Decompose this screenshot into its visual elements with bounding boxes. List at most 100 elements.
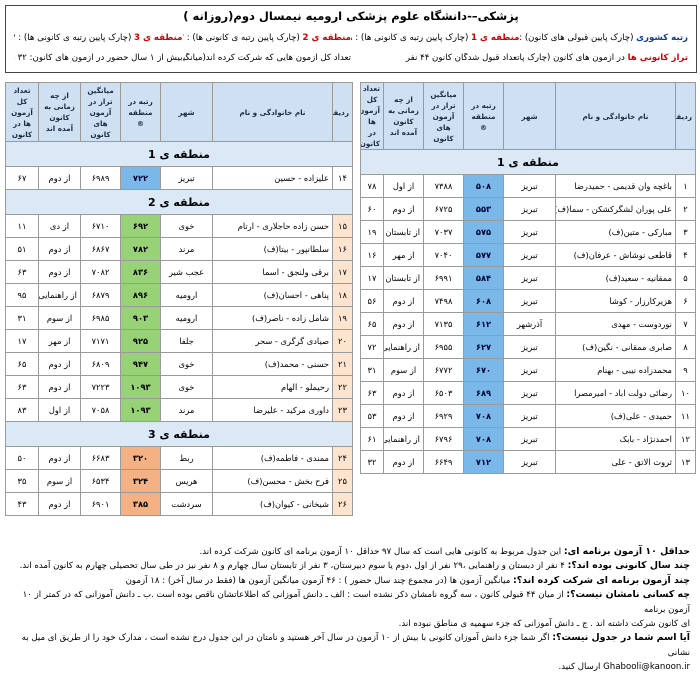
since-cell: از دوم — [383, 289, 424, 313]
table-row: ۸ صابری ممقانی - نگین(ف) تبریز ۶۲۷ ۶۹۵۵ از را… — [360, 335, 696, 359]
report-header: پزشکی–-دانشگاه علوم پزشکی ارومیه نیمسال … — [5, 5, 697, 73]
exam-count-cell: ۱۱ — [5, 214, 39, 238]
rank-cell: ۳۸۵ — [120, 492, 161, 516]
city-cell: تبریز — [503, 174, 556, 198]
city-cell: تبریز — [503, 404, 556, 428]
city-cell: خوی — [160, 352, 213, 376]
col-row-header: ردیف — [332, 82, 353, 142]
header-stats-row-1: رتبه کشوری (چارک پایین قبولی های کانون) … — [6, 28, 696, 48]
student-name-cell: نوردوست - مهدی — [555, 312, 676, 336]
student-name-cell: شیخانی - کیوان(ف) — [212, 492, 333, 516]
row-number-cell: ۱ — [675, 174, 696, 198]
table-row: ۱۵ حسن زاده حاجلاری - ارتام خوی ۶۹۲ ۶۷۱۰ از د… — [5, 214, 353, 238]
since-cell: از اول — [38, 398, 81, 422]
exam-count-cell: ۶۱ — [360, 427, 384, 451]
region3-stat: منطقه ی 3 (چارک پایین رتبه ی کانونی ها) … — [14, 33, 183, 43]
row-number-cell: ۱۳ — [675, 450, 696, 474]
table-row: ۱۰ رضائی دولت اباد - امیرمصرا تبریز ۶۸۹ ۶۵۰۳… — [360, 381, 696, 405]
row-number-cell: ۹ — [675, 358, 696, 382]
rank-cell: ۵۵۳ — [463, 197, 504, 221]
right-results-table: ردیف نام خانوادگی و نام شهر رتبه در منطق… — [360, 82, 696, 474]
student-name-cell: مبارکی - متین(ف) — [555, 220, 676, 244]
region-3-row: منطقه ی 3 — [5, 421, 353, 447]
rank-cell: ۵۷۵ — [463, 220, 504, 244]
since-cell: از سوم — [383, 358, 424, 382]
exam-count-cell: ۱۹ — [360, 220, 384, 244]
rank-cell: ۶۹۲ — [120, 214, 161, 238]
student-name-cell: حمیدی - علی(ف) — [555, 404, 676, 428]
note-line: چند آزمون برنامه ای شرکت کرده اند؟: میان… — [125, 574, 690, 586]
row-number-cell: ۲۴ — [332, 446, 353, 470]
avg-score-cell: ۶۹۲۹ — [423, 404, 464, 428]
table-row: ۱۲ احمدنژاد - بابک تبریز ۷۰۸ ۶۷۹۶ از راهنمایی… — [360, 427, 696, 451]
exam-count-cell: ۳۱ — [360, 358, 384, 382]
rank-cell: ۷۲۲ — [120, 166, 161, 190]
col-count-header: تعداد کل آزمون ها در کانون — [5, 82, 39, 142]
exam-count-cell: ۶۵ — [5, 352, 39, 376]
since-cell: از دوم — [383, 404, 424, 428]
since-cell: از دوم — [38, 446, 81, 470]
avg-score-cell: ۷۰۸۲ — [80, 260, 121, 284]
city-cell: مرند — [160, 237, 213, 261]
exam-count-cell: ۶۰ — [360, 197, 384, 221]
avg-score-cell: ۶۷۷۲ — [423, 358, 464, 382]
note-line: آیا اسم شما در جدول نیست؟: اگر شما جزء د… — [21, 632, 690, 658]
exam-count-cell: ۶۵ — [360, 312, 384, 336]
rank-cell: ۱۰۹۳ — [120, 375, 161, 399]
row-number-cell: ۴ — [675, 243, 696, 267]
city-cell: تبریز — [160, 166, 213, 190]
city-cell: تبریز — [503, 335, 556, 359]
multi-year-stat: بیش از ۱ سال حضور در آزمون های کانون: ۳۲… — [14, 53, 183, 63]
since-cell: از راهنمایی — [383, 335, 424, 359]
avg-score-cell: ۷۰۵۸ — [80, 398, 121, 422]
rank-cell: ۶۲۷ — [463, 335, 504, 359]
city-cell: تبریز — [503, 289, 556, 313]
exam-count-cell: ۳۲ — [360, 450, 384, 474]
row-number-cell: ۲۶ — [332, 492, 353, 516]
avg-score-cell: ۷۲۲۳ — [80, 375, 121, 399]
exam-count-cell: ۵۱ — [5, 237, 39, 261]
student-name-cell: قاطعی نوشاش - عرفان(ف) — [555, 243, 676, 267]
table-row: ۱۶ سلطانپور - بیتا(ف) مرند ۷۸۲ ۶۸۶۷ از دوم ۵۱ — [5, 237, 353, 261]
table-row: ۲۴ ممندی - فاطمه(ف) ربط ۳۲۰ ۶۶۸۳ از دوم ۵۰ — [5, 446, 353, 470]
row-number-cell: ۱۵ — [332, 214, 353, 238]
city-cell: خوی — [160, 375, 213, 399]
row-number-cell: ۷ — [675, 312, 696, 336]
col-count-header: تعداد کل آزمون ها در کانون — [360, 82, 384, 150]
note-line: حداقل ۱۰ آزمون برنامه ای: این جدول مربوط… — [199, 546, 690, 557]
city-cell: ربط — [160, 446, 213, 470]
col-avg-header: میانگین تراز در آزمون های کانون — [80, 82, 121, 142]
rank-cell: ۶۱۲ — [463, 312, 504, 336]
since-cell: از سوم — [38, 469, 81, 493]
avg-score-cell: ۶۷۱۰ — [80, 214, 121, 238]
region-1-label: منطقه ی 1 — [360, 149, 696, 175]
avg-score-cell: ۶۶۴۹ — [423, 450, 464, 474]
region2-stat: منطقه ی 2 (چارک پایین رتبه ی کانونی ها) … — [183, 33, 352, 43]
avg-score-cell: ۶۸۰۹ — [80, 352, 121, 376]
table-row: ۲۶ شیخانی - کیوان(ف) سردشت ۳۸۵ ۶۹۰۱ از دوم ۴۳ — [5, 492, 353, 516]
table-row: ۱ باغچه وان قدیمی - حمیدرضا تبریز ۵۰۸ ۷۳۸۸ از… — [360, 174, 696, 198]
col-name-header: نام خانوادگی و نام — [555, 82, 676, 150]
col-rank-header: رتبه در منطقه ® — [120, 82, 161, 142]
table-header-row: ردیف نام خانوادگی و نام شهر رتبه در منطق… — [360, 82, 696, 150]
city-cell: تبریز — [503, 197, 556, 221]
student-name-cell: هزیرکارزار - کوشا — [555, 289, 676, 313]
avg-score-cell: ۶۹۸۵ — [80, 306, 121, 330]
rank-cell: ۹۲۵ — [120, 329, 161, 353]
since-cell: از دوم — [38, 492, 81, 516]
since-cell: از راهنمایی — [38, 283, 81, 307]
avg-score-cell: ۷۰۳۷ — [423, 220, 464, 244]
row-number-cell: ۲ — [675, 197, 696, 221]
left-results-table: ردیف نام خانوادگی و نام شهر رتبه در منطق… — [5, 82, 353, 516]
student-name-cell: ممندی - فاطمه(ف) — [212, 446, 333, 470]
student-name-cell: ثروت الاتق - علی — [555, 450, 676, 474]
rank-cell: ۶۰۸ — [463, 289, 504, 313]
rank-cell: ۵۰۸ — [463, 174, 504, 198]
since-cell: از مهر — [383, 243, 424, 267]
row-number-cell: ۲۳ — [332, 398, 353, 422]
student-name-cell: برقی ولنجق - اسما — [212, 260, 333, 284]
table-row: ۶ هزیرکارزار - کوشا تبریز ۶۰۸ ۷۴۹۸ از دوم ۵۶ — [360, 289, 696, 313]
avg-score-cell: ۶۵۳۴ — [80, 469, 121, 493]
avg-score-cell: ۶۹۰۱ — [80, 492, 121, 516]
exam-count-cell: ۳۱ — [5, 306, 39, 330]
